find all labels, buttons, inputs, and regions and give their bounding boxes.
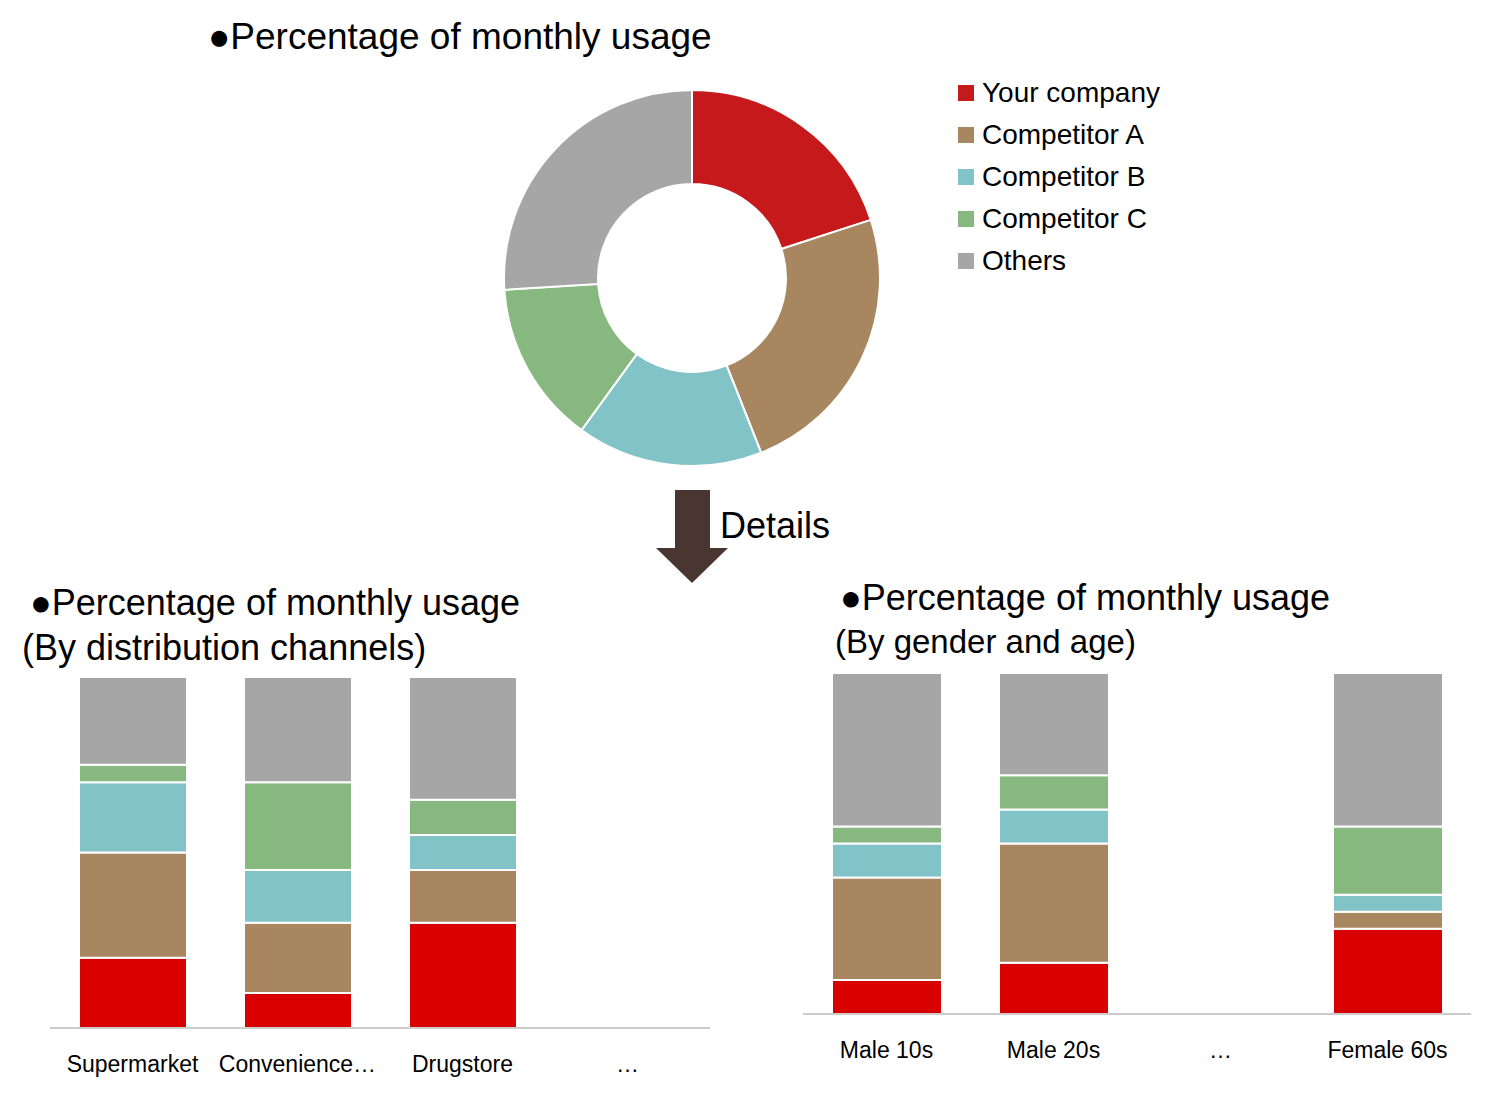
svg-text:Supermarket: Supermarket (67, 1051, 199, 1077)
html-text:Your company: Your company (982, 77, 1160, 108)
svg-text:Convenience…: Convenience… (219, 1051, 376, 1077)
svg-text:Male 10s: Male 10s (840, 1037, 933, 1063)
html-text:●Percentage of monthly usage: ●Percentage of monthly usage (30, 582, 520, 623)
html-text:(By gender and age): (By gender and age) (835, 623, 1136, 660)
svg-text:…: … (616, 1051, 639, 1077)
html-text:Competitor A: Competitor A (982, 119, 1144, 150)
html-text:●Percentage of monthly usage: ●Percentage of monthly usage (840, 577, 1330, 618)
html-text:Details: Details (720, 505, 830, 546)
html-text:Competitor B: Competitor B (982, 161, 1146, 192)
svg-text:Drugstore: Drugstore (412, 1051, 513, 1077)
html-text:(By distribution channels): (By distribution channels) (22, 627, 427, 668)
svg-text:…: … (1209, 1037, 1232, 1063)
html-text:Others: Others (982, 245, 1066, 276)
html-text:Competitor C: Competitor C (982, 203, 1147, 234)
html-text:●Percentage of monthly usage: ●Percentage of monthly usage (208, 16, 712, 57)
svg-text:Male 20s: Male 20s (1007, 1037, 1100, 1063)
svg-text:Female 60s: Female 60s (1327, 1037, 1447, 1063)
